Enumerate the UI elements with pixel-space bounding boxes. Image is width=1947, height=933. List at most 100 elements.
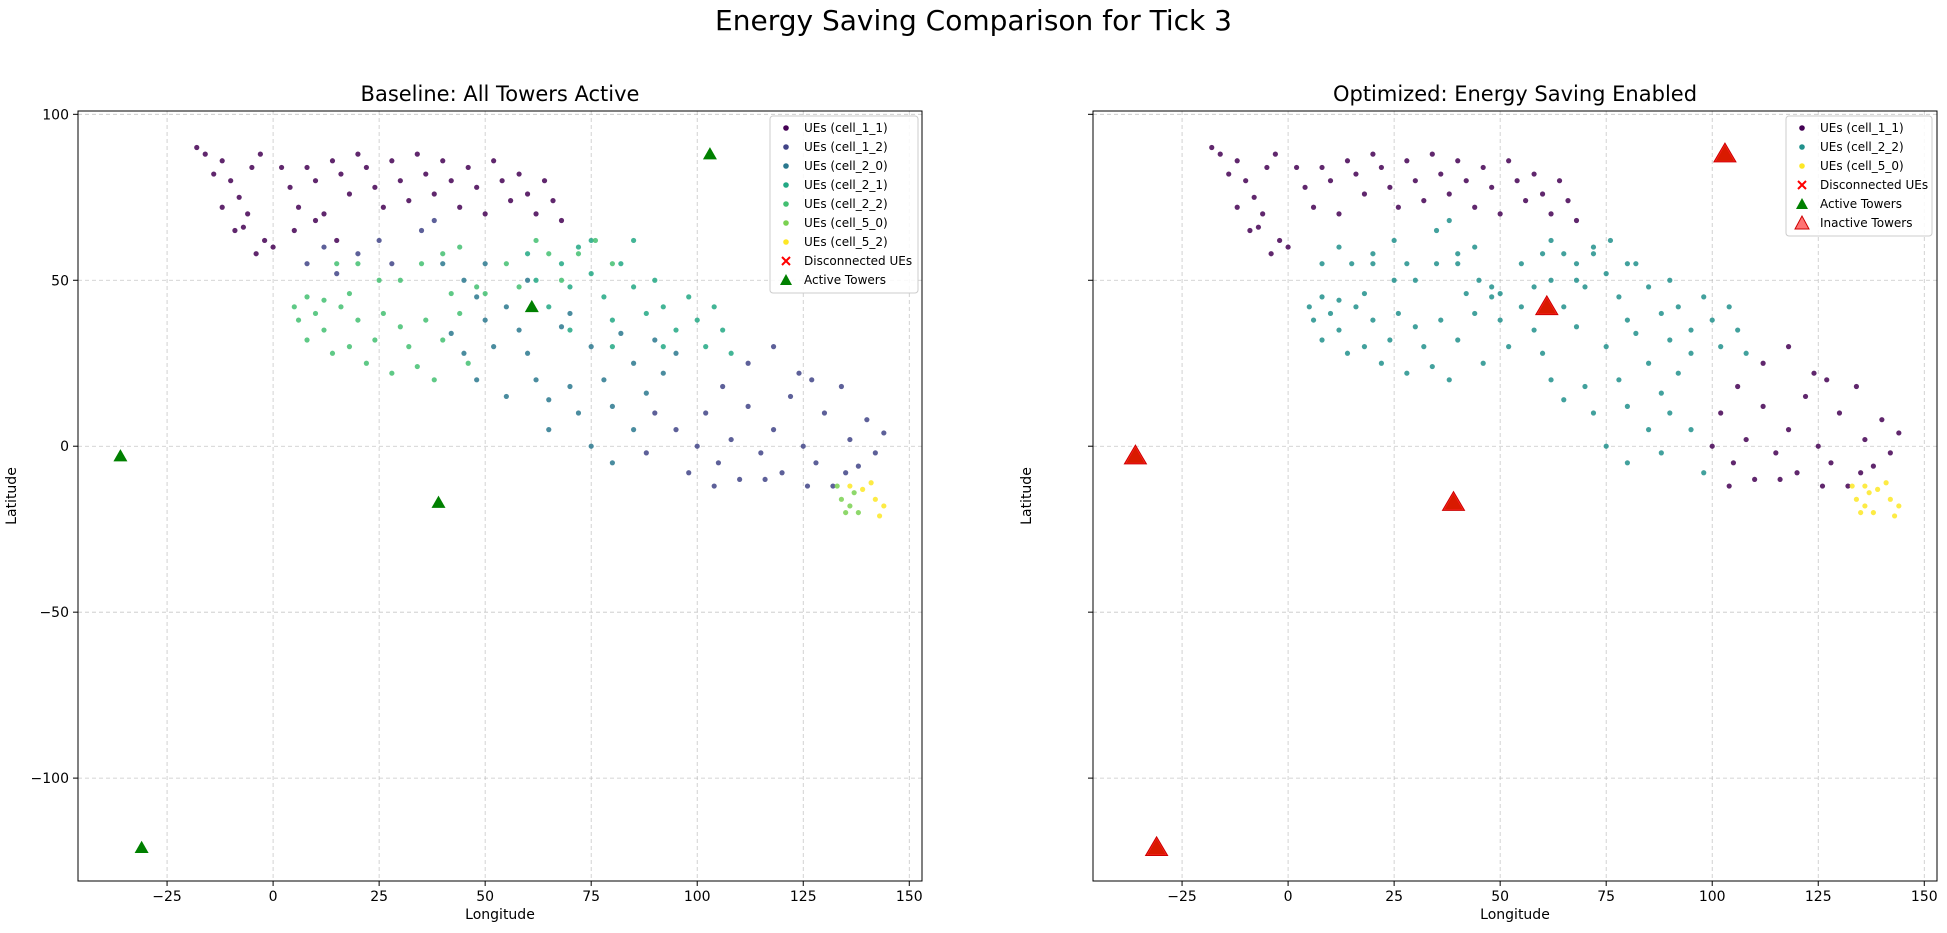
ue-point-cell-5-0 bbox=[1883, 480, 1889, 486]
ue-point-cell-1-1 bbox=[1361, 191, 1368, 197]
ue-point-cell-2-2 bbox=[1391, 277, 1397, 283]
ue-point-cell-2-2 bbox=[1438, 317, 1444, 323]
ue-point-cell-1-1 bbox=[219, 158, 225, 164]
ue-point-cell-1-2 bbox=[703, 410, 709, 416]
ue-point-cell-2-2 bbox=[1607, 237, 1614, 244]
ue-point-cell-1-1 bbox=[508, 198, 514, 204]
ue-point-cell-1-2 bbox=[838, 383, 845, 390]
x-tick-label: 0 bbox=[269, 889, 278, 905]
ue-point-cell-1-1 bbox=[1862, 436, 1868, 443]
ue-point-cell-2-2 bbox=[1370, 317, 1376, 323]
ue-point-cell-1-1 bbox=[1344, 158, 1351, 164]
ue-point-cell-2-1 bbox=[618, 261, 624, 267]
ue-point-cell-2-2 bbox=[1582, 383, 1588, 390]
ue-point-cell-1-1 bbox=[1209, 144, 1215, 151]
ue-point-cell-2-2 bbox=[291, 304, 297, 310]
ue-point-cell-2-2 bbox=[440, 251, 446, 257]
ue-point-cell-2-2 bbox=[1404, 370, 1410, 376]
legend-label: UEs (cell_1_2) bbox=[804, 140, 888, 154]
ue-point-cell-1-1 bbox=[219, 204, 225, 210]
active-tower-marker bbox=[431, 495, 446, 508]
x-tick-label: 150 bbox=[1911, 889, 1938, 905]
ue-point-cell-2-1 bbox=[728, 350, 734, 356]
ue-point-cell-2-1 bbox=[720, 327, 726, 333]
ue-point-cell-5-0 bbox=[1870, 509, 1876, 516]
ue-point-cell-1-1 bbox=[1539, 191, 1546, 197]
ue-point-cell-1-1 bbox=[1760, 360, 1766, 366]
ue-point-cell-1-1 bbox=[380, 204, 386, 210]
panel-title: Baseline: All Towers Active bbox=[361, 82, 640, 106]
ue-point-cell-1-1 bbox=[1455, 158, 1461, 164]
ue-point-cell-1-1 bbox=[1743, 436, 1749, 443]
legend-marker bbox=[783, 182, 789, 188]
ue-point-cell-1-1 bbox=[1853, 383, 1860, 390]
ue-point-cell-2-2 bbox=[1548, 237, 1554, 244]
ue-point-cell-5-0 bbox=[1866, 490, 1872, 496]
ue-point-cell-2-2 bbox=[1370, 251, 1376, 257]
ue-point-cell-2-2 bbox=[1658, 450, 1664, 456]
ue-point-cell-2-1 bbox=[630, 237, 637, 244]
ue-point-cell-2-2 bbox=[1344, 350, 1351, 356]
ue-point-cell-2-1 bbox=[567, 327, 573, 333]
ue-point-cell-1-1 bbox=[1556, 178, 1563, 184]
ue-point-cell-2-2 bbox=[363, 360, 370, 366]
ue-point-cell-2-2 bbox=[1412, 277, 1418, 283]
ue-point-cell-2-2 bbox=[1412, 324, 1418, 330]
y-tick-label: 100 bbox=[42, 107, 69, 123]
ue-point-cell-1-1 bbox=[1548, 211, 1554, 217]
figure-title: Energy Saving Comparison for Tick 3 bbox=[715, 4, 1232, 37]
legend-label: UEs (cell_1_1) bbox=[804, 121, 888, 135]
ue-point-cell-2-2 bbox=[1489, 284, 1495, 290]
ue-point-cell-1-1 bbox=[440, 158, 446, 164]
ue-point-cell-1-1 bbox=[1234, 158, 1240, 164]
ue-point-cell-1-1 bbox=[1217, 151, 1223, 157]
ue-point-cell-2-1 bbox=[546, 304, 552, 310]
ue-point-cell-2-0 bbox=[618, 330, 624, 336]
ue-point-cell-2-0 bbox=[630, 360, 637, 366]
ue-point-cell-1-2 bbox=[881, 430, 887, 436]
ue-point-cell-2-2 bbox=[1688, 327, 1694, 333]
ue-point-cell-2-2 bbox=[1645, 427, 1652, 433]
ue-point-cell-2-2 bbox=[1603, 443, 1609, 449]
ue-point-cell-5-0 bbox=[1862, 503, 1868, 509]
legend-marker bbox=[1799, 144, 1805, 150]
ue-point-cell-2-2 bbox=[1433, 261, 1440, 267]
ue-point-cell-2-2 bbox=[1624, 403, 1630, 409]
ue-point-cell-2-0 bbox=[503, 304, 509, 310]
ue-point-cell-1-1 bbox=[524, 191, 531, 197]
ue-point-cell-2-1 bbox=[711, 304, 717, 310]
ue-point-cell-2-2 bbox=[304, 337, 310, 343]
ue-point-cell-1-1 bbox=[291, 227, 297, 234]
ue-point-cell-2-2 bbox=[1667, 410, 1673, 416]
x-axis-label: Longitude bbox=[1480, 907, 1550, 923]
ue-point-cell-2-2 bbox=[389, 370, 395, 376]
ue-point-cell-1-1 bbox=[1858, 470, 1864, 476]
legend-marker bbox=[1794, 214, 1810, 230]
ue-point-cell-2-2 bbox=[503, 261, 509, 267]
ue-point-cell-1-1 bbox=[1293, 164, 1300, 171]
legend-marker bbox=[1799, 163, 1805, 169]
ue-point-cell-1-1 bbox=[1489, 184, 1495, 190]
ue-point-cell-2-2 bbox=[376, 277, 382, 283]
ue-point-cell-2-2 bbox=[1667, 337, 1673, 343]
ue-point-cell-2-2 bbox=[482, 290, 488, 297]
ue-point-cell-1-1 bbox=[1260, 211, 1266, 217]
ue-point-cell-2-1 bbox=[575, 244, 582, 250]
ue-point-cell-2-2 bbox=[1675, 304, 1681, 310]
ue-point-cell-2-2 bbox=[1701, 470, 1707, 476]
ue-point-cell-2-2 bbox=[338, 304, 344, 310]
ue-point-cell-2-2 bbox=[414, 363, 420, 370]
ue-point-cell-1-1 bbox=[1777, 476, 1783, 483]
ue-point-cell-2-2 bbox=[1327, 310, 1334, 317]
ue-point-cell-1-1 bbox=[1726, 483, 1732, 489]
legend-marker bbox=[783, 201, 789, 207]
ue-point-cell-2-2 bbox=[1319, 294, 1325, 300]
ue-point-cell-2-2 bbox=[418, 261, 425, 267]
active-tower-marker bbox=[524, 299, 539, 313]
ue-point-cell-1-1 bbox=[1523, 198, 1529, 204]
x-tick-label: 125 bbox=[1805, 889, 1832, 905]
x-tick-label: 0 bbox=[1284, 889, 1293, 905]
ue-point-cell-2-0 bbox=[558, 324, 565, 330]
inactive-tower-marker bbox=[1713, 142, 1737, 163]
ue-point-cell-5-2 bbox=[881, 503, 887, 509]
